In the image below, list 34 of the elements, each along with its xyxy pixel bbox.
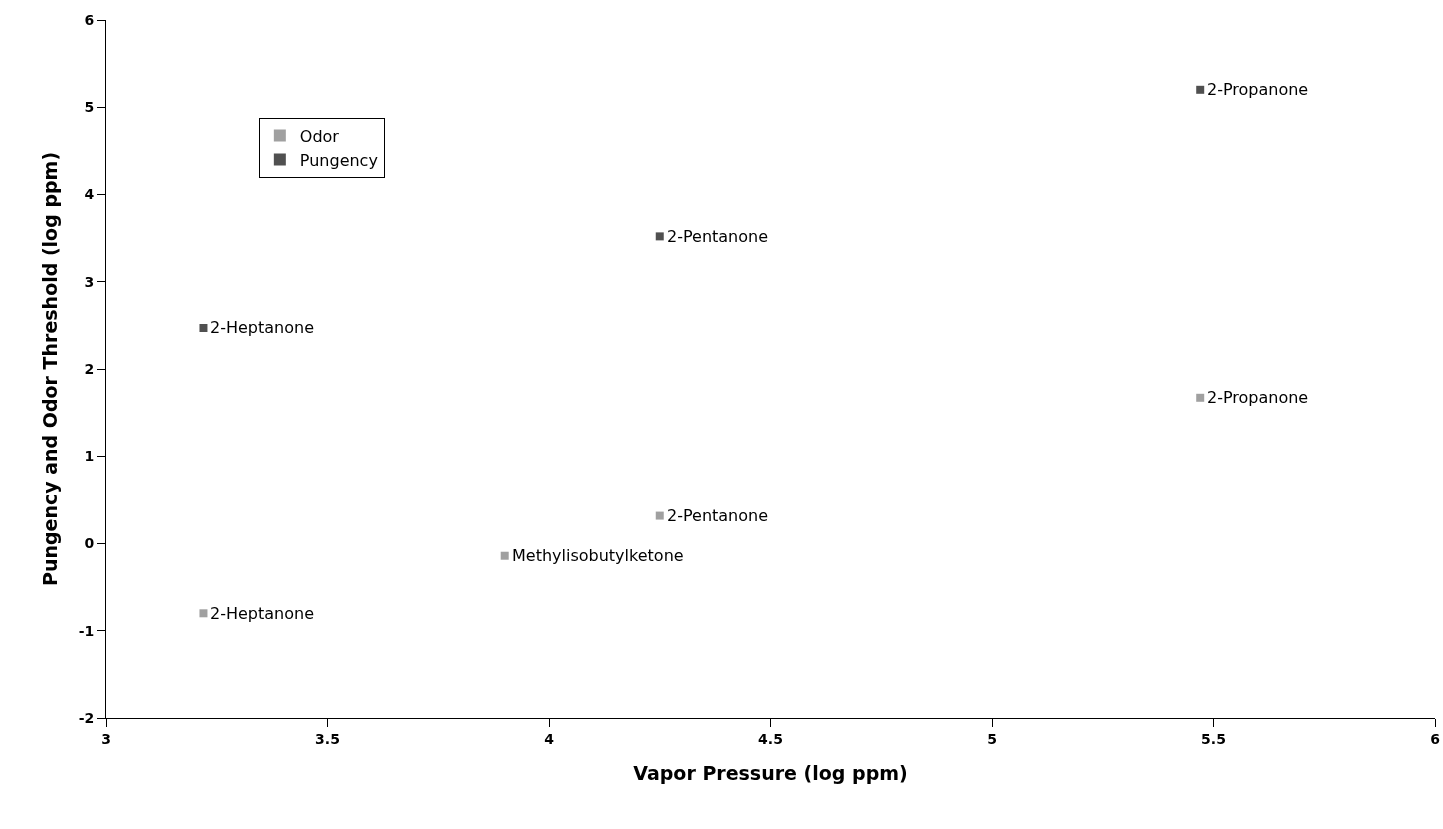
x-tick-label: 3 [101,730,111,747]
y-tick-label: 1 [84,448,95,465]
x-tick-label: 5 [987,730,997,747]
y-tick-label: 5 [84,99,95,116]
point [199,609,208,618]
legend-label: Odor [299,126,340,146]
point [1196,85,1205,94]
annotation: Methylisobutylketone [512,546,684,565]
y-tick-label: 2 [84,360,95,377]
y-tick-label: -1 [78,622,95,639]
annotation: 2-Propanone [1207,80,1309,99]
y-tick-label: 3 [84,273,95,290]
legend-label: Pungency [299,150,378,170]
point [500,551,509,560]
x-tick-label: 6 [1430,730,1440,747]
point [1196,393,1205,402]
x-axis-title: Vapor Pressure (log ppm) [633,761,908,784]
annotation: 2-Pentanone [667,227,769,246]
annotation: 2-Heptanone [210,604,314,623]
annotation: 2-Heptanone [210,318,314,337]
y-tick-label: 4 [84,186,95,203]
point [199,323,208,332]
x-tick-label: 4.5 [758,730,783,747]
x-tick-label: 3.5 [315,730,340,747]
annotation: 2-Pentanone [667,506,769,525]
y-tick-label: 0 [84,535,95,552]
y-axis-title: Pungency and Odor Threshold (log ppm) [39,151,62,587]
x-tick-label: 4 [544,730,555,747]
annotation: 2-Propanone [1207,388,1309,407]
y-tick-label: 6 [84,11,95,28]
point [655,511,664,520]
point [655,232,664,241]
y-tick-label: -2 [78,709,95,726]
x-tick-label: 5.5 [1201,730,1226,747]
